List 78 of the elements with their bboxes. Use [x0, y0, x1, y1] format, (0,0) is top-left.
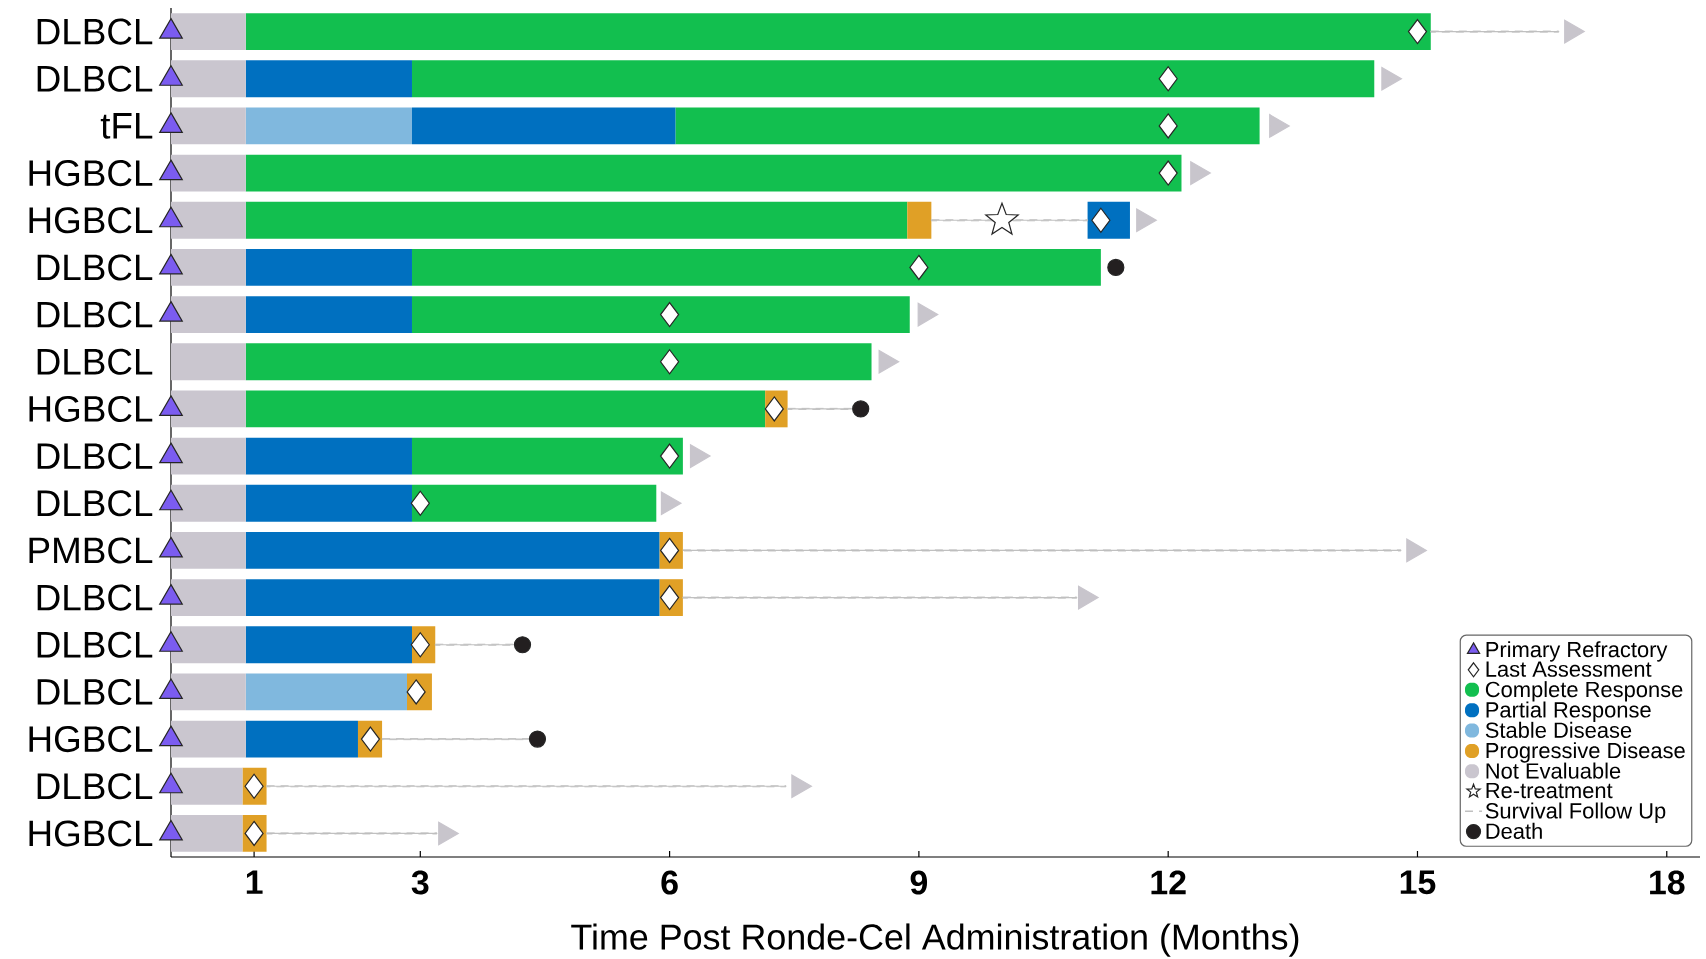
y-tick-label: DLBCL	[37, 65, 153, 92]
legend-label: Primary Refractory	[1486, 641, 1668, 662]
y-tick-label: PMBCL	[29, 537, 153, 564]
bar	[245, 484, 412, 522]
legend-label: Partial Response	[1486, 701, 1651, 722]
bar	[171, 626, 246, 664]
y-tick-label: DLBCL	[37, 18, 153, 45]
bar	[171, 767, 243, 805]
bar	[171, 296, 246, 333]
y-tick-label: DLBCL	[37, 254, 153, 281]
bar	[171, 720, 246, 758]
y-tick-label: DLBCL	[37, 301, 153, 328]
bar	[907, 201, 932, 239]
bar	[171, 201, 246, 239]
bar	[171, 390, 246, 428]
x-tick-label: 18	[1650, 870, 1685, 895]
y-tick-label: HGBCL	[29, 395, 153, 422]
x-tick-label: 6	[661, 870, 678, 895]
bar	[411, 60, 1375, 98]
bar	[245, 154, 1182, 192]
bar	[245, 390, 766, 428]
bar	[411, 437, 683, 475]
bar	[171, 815, 243, 852]
y-tick-label: DLBCL	[37, 631, 153, 658]
bar	[245, 532, 660, 569]
bar	[675, 107, 1260, 145]
x-tick-label: 12	[1151, 870, 1186, 895]
bar	[245, 296, 412, 333]
bar	[171, 673, 246, 711]
y-tick-label: HGBCL	[29, 160, 153, 187]
y-tick-label: DLBCL	[37, 678, 153, 705]
legend-label: Complete Response	[1485, 681, 1683, 702]
y-tick-label: tFL	[100, 113, 153, 139]
x-tick-label: 9	[910, 870, 928, 895]
x-tick-label: 3	[411, 870, 429, 895]
bar	[245, 13, 1431, 50]
bar	[171, 107, 246, 145]
bar	[245, 107, 412, 145]
bar	[171, 13, 246, 50]
bar	[171, 484, 246, 522]
bar	[245, 343, 872, 381]
y-tick-label: HGBCL	[29, 820, 153, 847]
x-axis-title: Time Post Ronde-Cel Administration (Months)	[571, 923, 1299, 957]
bar	[171, 579, 246, 616]
legend-label: Stable Disease	[1485, 721, 1632, 738]
bar	[245, 201, 908, 239]
bar	[245, 249, 412, 286]
bar	[411, 249, 1101, 286]
legend-label: Re-treatment	[1486, 782, 1613, 799]
bar	[245, 720, 358, 758]
legend-label: Progressive Disease	[1486, 742, 1685, 763]
y-tick-label: DLBCL	[37, 584, 153, 611]
bar	[171, 437, 246, 475]
legend-label: Last Assessment	[1486, 661, 1652, 677]
bar	[411, 484, 657, 522]
bar	[245, 60, 412, 98]
bar	[171, 154, 246, 192]
legend-label: Not Evaluable	[1486, 762, 1621, 779]
x-tick-label: 1	[246, 870, 263, 894]
y-tick-label: DLBCL	[37, 773, 153, 800]
bar	[171, 532, 246, 569]
bar	[411, 107, 676, 145]
bar	[171, 60, 246, 98]
bar	[245, 579, 660, 616]
bar	[245, 437, 412, 475]
y-tick-label: DLBCL	[37, 348, 153, 375]
y-tick-label: DLBCL	[37, 443, 153, 470]
legend-label: Death	[1486, 822, 1542, 839]
bar	[245, 673, 407, 711]
bar	[171, 249, 246, 286]
x-tick-label: 15	[1400, 870, 1436, 895]
y-tick-label: HGBCL	[29, 207, 153, 234]
legend-label: Survival Follow Up	[1485, 802, 1666, 823]
bar	[245, 626, 412, 664]
bar	[171, 343, 246, 381]
y-tick-label: DLBCL	[37, 490, 153, 517]
bar	[411, 296, 910, 333]
y-tick-label: HGBCL	[29, 726, 153, 753]
